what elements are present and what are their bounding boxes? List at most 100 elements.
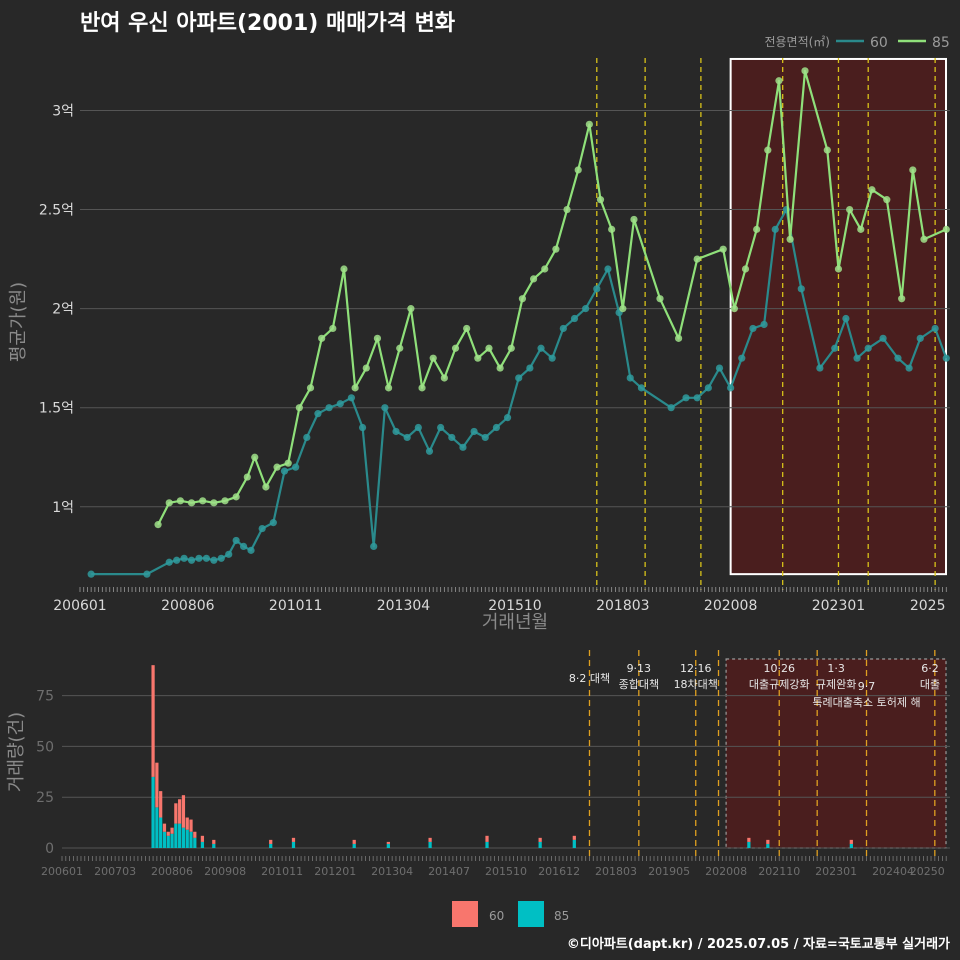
data-point-60: [515, 374, 523, 382]
bar-85: [747, 841, 751, 848]
data-point-85: [429, 354, 437, 362]
x-tick-label: 201510: [485, 865, 527, 878]
bar-60: [189, 819, 193, 832]
bar-85: [538, 841, 542, 848]
bar-60: [170, 827, 174, 834]
data-point-60: [738, 354, 746, 362]
data-point-60: [425, 447, 434, 455]
bar-60: [185, 817, 189, 830]
x-tick-label: 201905: [648, 865, 690, 878]
bar-85: [485, 841, 489, 848]
bar-60: [766, 839, 770, 844]
bar-85: [162, 831, 167, 848]
data-point-60: [492, 423, 501, 432]
data-point-60: [87, 570, 95, 578]
event-annotation: 8·2 대책: [569, 672, 610, 685]
highlight-region: [725, 658, 947, 849]
bar-60: [155, 762, 159, 808]
data-point-60: [771, 225, 779, 233]
data-point-85: [221, 497, 229, 505]
data-point-85: [920, 235, 928, 243]
data-point-85: [351, 384, 359, 392]
data-point-60: [727, 384, 735, 392]
bar-60: [269, 839, 273, 844]
bar-85: [428, 841, 432, 848]
event-annotation: 종합대책: [619, 678, 659, 691]
x-tick-label: 202110: [758, 865, 800, 878]
bar-60: [428, 837, 432, 842]
data-point-60: [381, 404, 389, 412]
bar-85: [200, 841, 205, 848]
data-point-60: [715, 364, 724, 372]
data-point-60: [437, 423, 445, 432]
legend-label-60: 60: [489, 909, 504, 923]
price-chart: 반여 우신 아파트(2001) 매매가격 변화 1억 1.5억 2억 2.5억 3억 200…: [8, 11, 950, 633]
y-axis-title: 평균가(원): [8, 282, 29, 362]
data-point-60: [336, 400, 344, 408]
data-point-85: [165, 499, 173, 507]
data-point-85: [396, 344, 404, 352]
data-point-60: [232, 536, 240, 545]
data-point-60: [537, 344, 545, 352]
data-point-85: [373, 334, 382, 342]
data-point-60: [217, 554, 225, 562]
bar-60: [162, 823, 167, 832]
y-tick-label: 2.5억: [39, 203, 74, 219]
data-point-60: [210, 556, 218, 564]
data-point-85: [656, 295, 664, 303]
x-tick-label: 200703: [94, 865, 136, 878]
y-tick-label: 1억: [52, 500, 74, 516]
data-point-85: [942, 225, 950, 233]
x-tick-label: 202301: [815, 865, 857, 878]
data-point-60: [570, 314, 579, 323]
bar-85: [155, 807, 159, 848]
bar-60: [151, 665, 155, 777]
data-point-60: [202, 554, 211, 562]
y-tick-label: 1.5억: [39, 401, 74, 417]
bar-60: [193, 831, 197, 838]
data-point-85: [507, 344, 515, 352]
bar-60: [212, 839, 216, 844]
data-point-85: [295, 404, 303, 412]
event-annotation: 6·2: [921, 662, 939, 675]
legend-swatch-85: [518, 901, 544, 927]
data-point-85: [730, 305, 738, 313]
data-point-85: [176, 497, 184, 505]
data-point-60: [894, 354, 902, 362]
data-point-60: [292, 463, 300, 471]
event-annotation: 9·13: [627, 662, 652, 675]
data-point-85: [823, 146, 831, 154]
data-point-60: [593, 285, 601, 293]
data-point-85: [775, 77, 783, 85]
event-annotation: 12·16: [680, 662, 712, 675]
data-point-85: [619, 305, 627, 313]
bar-85: [352, 843, 356, 848]
x-tick-label: 201803: [595, 865, 637, 878]
data-point-60: [842, 314, 850, 323]
data-point-85: [719, 245, 727, 253]
data-point-60: [905, 364, 913, 372]
legend-label-60: 60: [870, 35, 888, 51]
data-point-85: [187, 499, 196, 507]
bar-60: [572, 835, 576, 840]
data-point-60: [526, 364, 534, 372]
data-point-85: [753, 225, 761, 233]
data-point-85: [764, 146, 772, 154]
data-point-60: [481, 433, 489, 442]
y-tick-label: 50: [36, 739, 54, 755]
y-tick-label: 0: [45, 841, 54, 857]
data-point-85: [786, 235, 794, 243]
data-point-85: [318, 334, 326, 342]
data-point-85: [199, 497, 207, 505]
x-tick-label: 201201: [314, 865, 356, 878]
data-point-60: [582, 305, 590, 313]
data-point-85: [496, 364, 504, 372]
data-point-60: [503, 414, 512, 422]
data-point-60: [760, 320, 768, 329]
x-tick-label: 20250: [910, 865, 945, 878]
bar-60: [166, 831, 170, 836]
event-annotation: 규제완화: [816, 678, 856, 691]
data-point-85: [585, 120, 593, 128]
data-point-85: [574, 166, 582, 174]
event-annotation: 대출: [920, 678, 940, 691]
